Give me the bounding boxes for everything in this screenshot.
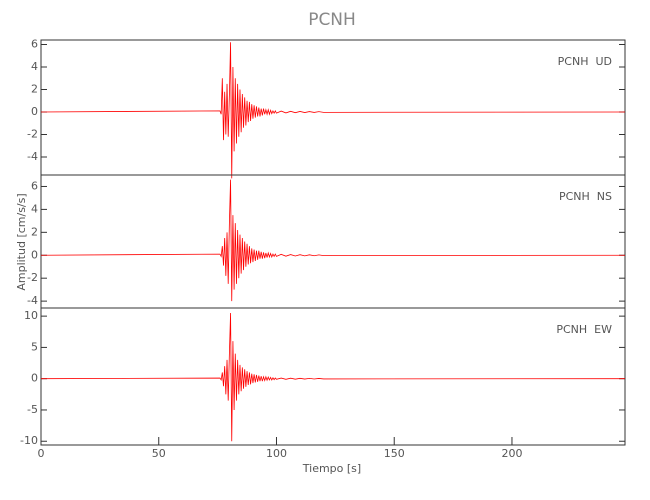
y-tick-label: 2 [31,83,38,96]
chart-title: PCNH [308,10,356,30]
y-tick-label: -2 [27,128,38,141]
x-tick-label: 0 [38,447,45,460]
y-tick-label: 6 [31,179,38,192]
panel-frame [40,174,626,309]
x-tick-label: 150 [384,447,405,460]
y-tick-label: 5 [31,340,38,353]
y-tick-label: -4 [27,150,38,163]
y-tick-label: 10 [24,309,38,322]
waveform [40,42,626,179]
y-tick-label: 0 [31,372,38,385]
x-axis-label: Tiempo [s] [302,462,361,475]
y-tick-label: 4 [31,202,38,215]
waveform [40,179,626,302]
trace-label: PCNH NS [559,190,612,203]
panel-frame [40,307,626,446]
x-tick-label: 200 [501,447,522,460]
panel-frame [40,39,626,176]
trace-label: PCNH UD [558,55,612,68]
y-tick-label: 6 [31,38,38,51]
x-tick-label: 100 [266,447,287,460]
y-tick-label: 0 [31,248,38,261]
trace-label: PCNH EW [556,323,612,336]
y-tick-label: -5 [27,403,38,416]
y-tick-label: -2 [27,271,38,284]
y-axis-label: Amplitud [cm/s/s] [15,193,28,290]
y-tick-label: 2 [31,225,38,238]
y-tick-label: 4 [31,60,38,73]
y-tick-label: 0 [31,105,38,118]
x-tick-label: 50 [152,447,166,460]
y-tick-label: -10 [20,434,38,447]
y-tick-label: -4 [27,294,38,307]
waveform [40,312,626,442]
